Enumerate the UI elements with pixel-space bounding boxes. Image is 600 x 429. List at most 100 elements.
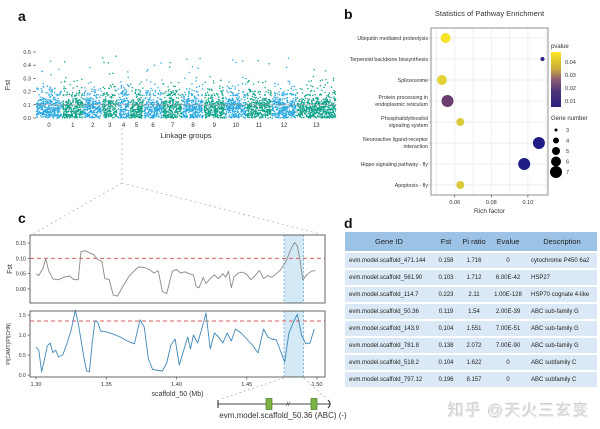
table-cell: evm.model.scaffold_781.8	[345, 338, 433, 353]
svg-text:Ubiquitin mediated proteolysis: Ubiquitin mediated proteolysis	[357, 36, 428, 42]
table-cell: ABC sub-family G	[527, 304, 597, 319]
table-cell: 0.196	[433, 372, 459, 387]
svg-text:0.02: 0.02	[565, 86, 576, 92]
svg-text:1.50: 1.50	[312, 382, 323, 388]
svg-text:7: 7	[171, 123, 175, 129]
svg-text:0: 0	[47, 123, 51, 129]
table-row: evm.model.scaffold_471.144 0.158 1.716 0 cyt…	[345, 253, 597, 268]
svg-text:0.0: 0.0	[23, 116, 31, 122]
enrichment-dot	[518, 158, 531, 170]
table-cell: cytochrome P450 6a2	[527, 253, 597, 268]
table-cell: 0	[489, 253, 527, 268]
enrichment-dot	[441, 95, 454, 107]
axes: 0.00 0.05 0.10 0.15 0.0 0.5 1.0 1.5 1.30 1.35 1.40…	[16, 241, 323, 388]
exon-box	[310, 398, 318, 410]
gene-number-legend: Gene number 3 4 5 6 7	[550, 116, 588, 178]
table-header-row: Gene ID Fst Pi ratio Evalue Description	[345, 232, 597, 251]
svg-text:5: 5	[135, 123, 139, 129]
svg-text:1: 1	[71, 123, 75, 129]
svg-text:Phosphatidylinositol: Phosphatidylinositol	[381, 116, 428, 122]
table-cell: 2.00E-39	[489, 304, 527, 319]
svg-text:Neuroactive ligand-receptor: Neuroactive ligand-receptor	[363, 137, 428, 143]
x-axis: 0 1 2 3 4 5 6 7 8 9 10 11 12 13	[47, 123, 320, 129]
svg-text:12: 12	[281, 123, 288, 129]
svg-text:interaction: interaction	[404, 144, 428, 150]
fst-plot-border	[29, 234, 326, 304]
table-row: evm.model.scaffold_518.2 0.104 1.622 0 ABC s…	[345, 355, 597, 370]
svg-text:4: 4	[566, 139, 569, 145]
svg-text:0.08: 0.08	[486, 200, 497, 206]
svg-text:Spliceosome: Spliceosome	[398, 78, 428, 84]
enrichment-dot	[456, 118, 465, 126]
zoom-connector	[32, 182, 123, 235]
svg-text:0.3: 0.3	[23, 76, 31, 82]
svg-text:13: 13	[313, 123, 320, 129]
pi-plot-border	[29, 310, 326, 378]
svg-text:10: 10	[232, 123, 239, 129]
table-cell: 1.716	[459, 253, 489, 268]
svg-text:0.10: 0.10	[522, 200, 533, 206]
table-cell: evm.model.scaffold_471.144	[345, 253, 433, 268]
table-cell: ABC sub-family G	[527, 321, 597, 336]
svg-text:3: 3	[108, 123, 112, 129]
svg-text:0.05: 0.05	[16, 272, 26, 278]
svg-text:endoplasmic reticulum: endoplasmic reticulum	[375, 102, 428, 108]
table-cell: 0.119	[433, 304, 459, 319]
zoom-connector	[121, 182, 321, 235]
table-cell: evm.model.scaffold_143.9	[345, 321, 433, 336]
svg-text:Protein processing in: Protein processing in	[379, 95, 429, 101]
table-cell: 8.157	[459, 372, 489, 387]
svg-text:1.35: 1.35	[101, 382, 112, 388]
svg-text:11: 11	[256, 123, 263, 129]
svg-text:0.1: 0.1	[23, 103, 31, 109]
watermark-text: 知乎 @天火三玄变	[448, 403, 590, 420]
table-cell: 2.11	[459, 287, 489, 302]
svg-text:0.15: 0.15	[16, 241, 26, 247]
pvalue-legend: pvalue 0.04 0.03 0.02 0.01	[551, 44, 576, 107]
x-axis-title: Linkage groups	[160, 131, 212, 140]
svg-text:Terpenoid backbone biosynthesi: Terpenoid backbone biosynthesis	[350, 57, 429, 63]
selective-sweep-plot: 0.00 0.05 0.10 0.15 0.0 0.5 1.0 1.5 1.30 1.35 1.40…	[6, 234, 347, 420]
table-row: evm.model.scaffold_561.90 0.103 1.712 6.00E…	[345, 270, 597, 285]
table-cell: evm.model.scaffold_797.12	[345, 372, 433, 387]
svg-text:1.30: 1.30	[31, 382, 42, 388]
svg-text:3: 3	[566, 128, 569, 134]
pi-ratio-line	[35, 309, 315, 373]
svg-text:1.40: 1.40	[171, 382, 182, 388]
panel-b-label: b	[344, 6, 353, 22]
grid-lines	[431, 28, 548, 195]
table-cell: ABC subfamily C	[527, 355, 597, 370]
plot-title: Statistics of Pathway Enrichment	[435, 9, 545, 18]
table-cell: 6.00E-42	[489, 270, 527, 285]
panel-d-label: d	[344, 215, 353, 231]
table-cell: 1.551	[459, 321, 489, 336]
x-axis-title: Rich factor	[474, 208, 506, 215]
highlight-band	[283, 235, 304, 303]
panel-a-label: a	[18, 8, 26, 24]
table-cell: ABC subfamily C	[527, 372, 597, 387]
table-cell: 0.104	[433, 321, 459, 336]
svg-text:signaling system: signaling system	[389, 123, 429, 129]
table-cell: evm.model.scaffold_114.7	[345, 287, 433, 302]
svg-text:0.10: 0.10	[16, 256, 26, 262]
table-cell: 2.072	[459, 338, 489, 353]
table-cell: 1.54	[459, 304, 489, 319]
svg-text:Hippo signaling pathway - fly: Hippo signaling pathway - fly	[361, 162, 429, 168]
x-axis-title: scaffold_50 (Mb)	[151, 391, 203, 398]
svg-text:6: 6	[566, 160, 569, 166]
header-cell: Pi ratio	[459, 232, 489, 251]
table-cell: evm.model.scaffold_50.36	[345, 304, 433, 319]
svg-text:7: 7	[566, 170, 569, 176]
table-cell: 7.00E-51	[489, 321, 527, 336]
svg-text:Apoptosis - fly: Apoptosis - fly	[395, 183, 429, 189]
svg-text:0.03: 0.03	[565, 73, 576, 79]
table-row: evm.model.scaffold_143.9 0.104 1.551 7.00E-…	[345, 321, 597, 336]
svg-text:0.00: 0.00	[16, 287, 26, 293]
svg-text:2: 2	[91, 123, 95, 129]
table-cell: 1.622	[459, 355, 489, 370]
header-cell: Gene ID	[345, 232, 433, 251]
y-axis-title: Fst	[3, 79, 12, 90]
panel-c-label: c	[18, 210, 26, 226]
